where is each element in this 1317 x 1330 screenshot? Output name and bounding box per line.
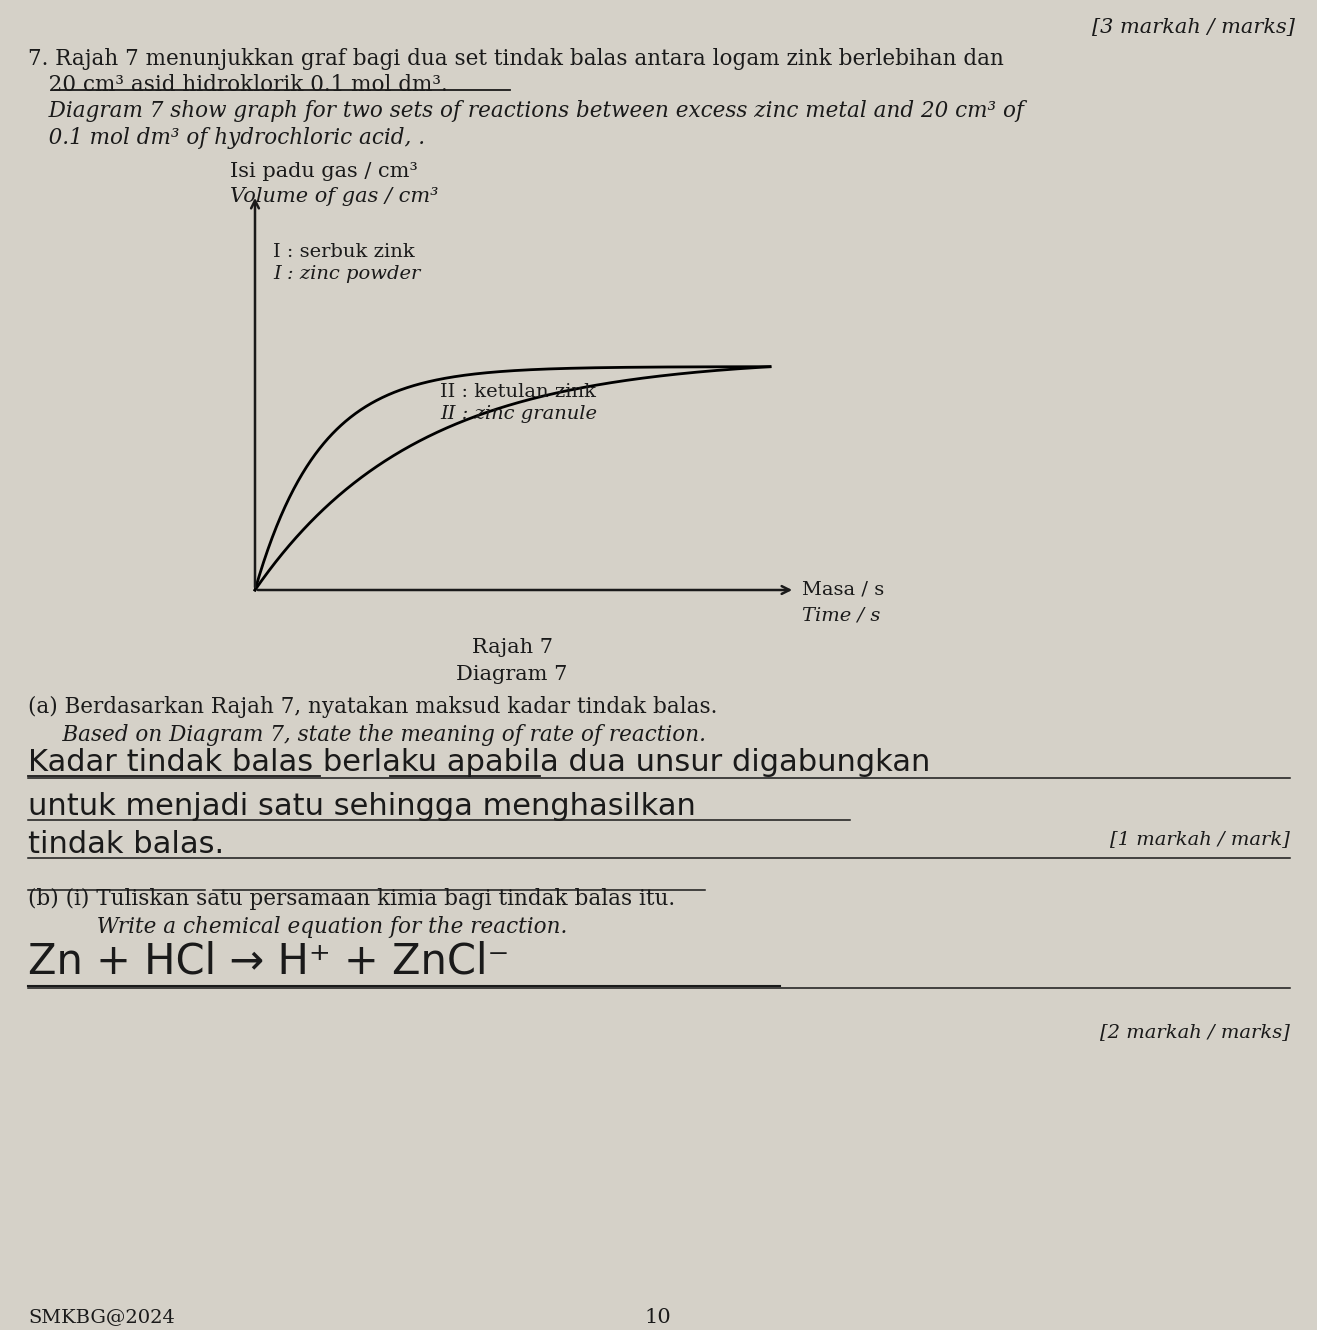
Text: [1 markah / mark]: [1 markah / mark] xyxy=(1110,830,1289,849)
Text: [3 markah / marks]: [3 markah / marks] xyxy=(1092,19,1295,37)
Text: 20 cm³ asid hidroklorik 0.1 mol dm³.: 20 cm³ asid hidroklorik 0.1 mol dm³. xyxy=(28,74,448,96)
Text: I : serbuk zink: I : serbuk zink xyxy=(273,243,415,261)
Text: 0.1 mol dm³ of hydrochloric acid, .: 0.1 mol dm³ of hydrochloric acid, . xyxy=(28,126,425,149)
Text: Rajah 7: Rajah 7 xyxy=(471,638,553,657)
Text: Write a chemical equation for the reaction.: Write a chemical equation for the reacti… xyxy=(28,916,568,938)
Text: Time / s: Time / s xyxy=(802,606,880,624)
Text: II : ketulan zink: II : ketulan zink xyxy=(440,383,597,402)
Text: Zn + HCl → H⁺ + ZnCl⁻: Zn + HCl → H⁺ + ZnCl⁻ xyxy=(28,940,510,982)
Text: Isi padu gas / cm³: Isi padu gas / cm³ xyxy=(230,162,417,181)
Text: SMKBG@2024: SMKBG@2024 xyxy=(28,1307,175,1326)
Text: untuk menjadi satu sehingga menghasilkan: untuk menjadi satu sehingga menghasilkan xyxy=(28,791,695,821)
Text: Diagram 7: Diagram 7 xyxy=(456,665,568,684)
Text: [2 markah / marks]: [2 markah / marks] xyxy=(1100,1023,1289,1041)
Text: 7. Rajah 7 menunjukkan graf bagi dua set tindak balas antara logam zink berlebih: 7. Rajah 7 menunjukkan graf bagi dua set… xyxy=(28,48,1004,70)
Text: (a) Berdasarkan Rajah 7, nyatakan maksud kadar tindak balas.: (a) Berdasarkan Rajah 7, nyatakan maksud… xyxy=(28,696,718,718)
Text: 10: 10 xyxy=(644,1307,672,1327)
Text: (b) (i) Tuliskan satu persamaan kimia bagi tindak balas itu.: (b) (i) Tuliskan satu persamaan kimia ba… xyxy=(28,888,676,910)
Text: Kadar tindak balas berlaku apabila dua unsur digabungkan: Kadar tindak balas berlaku apabila dua u… xyxy=(28,747,930,777)
Text: tindak balas.: tindak balas. xyxy=(28,830,224,859)
Text: Masa / s: Masa / s xyxy=(802,580,884,598)
Text: I : zinc powder: I : zinc powder xyxy=(273,265,420,283)
Text: Diagram 7 show graph for two sets of reactions between excess zinc metal and 20 : Diagram 7 show graph for two sets of rea… xyxy=(28,100,1025,122)
Text: Based on Diagram 7, state the meaning of rate of reaction.: Based on Diagram 7, state the meaning of… xyxy=(28,724,706,746)
Text: Volume of gas / cm³: Volume of gas / cm³ xyxy=(230,188,439,206)
Text: II : zinc granule: II : zinc granule xyxy=(440,406,597,423)
